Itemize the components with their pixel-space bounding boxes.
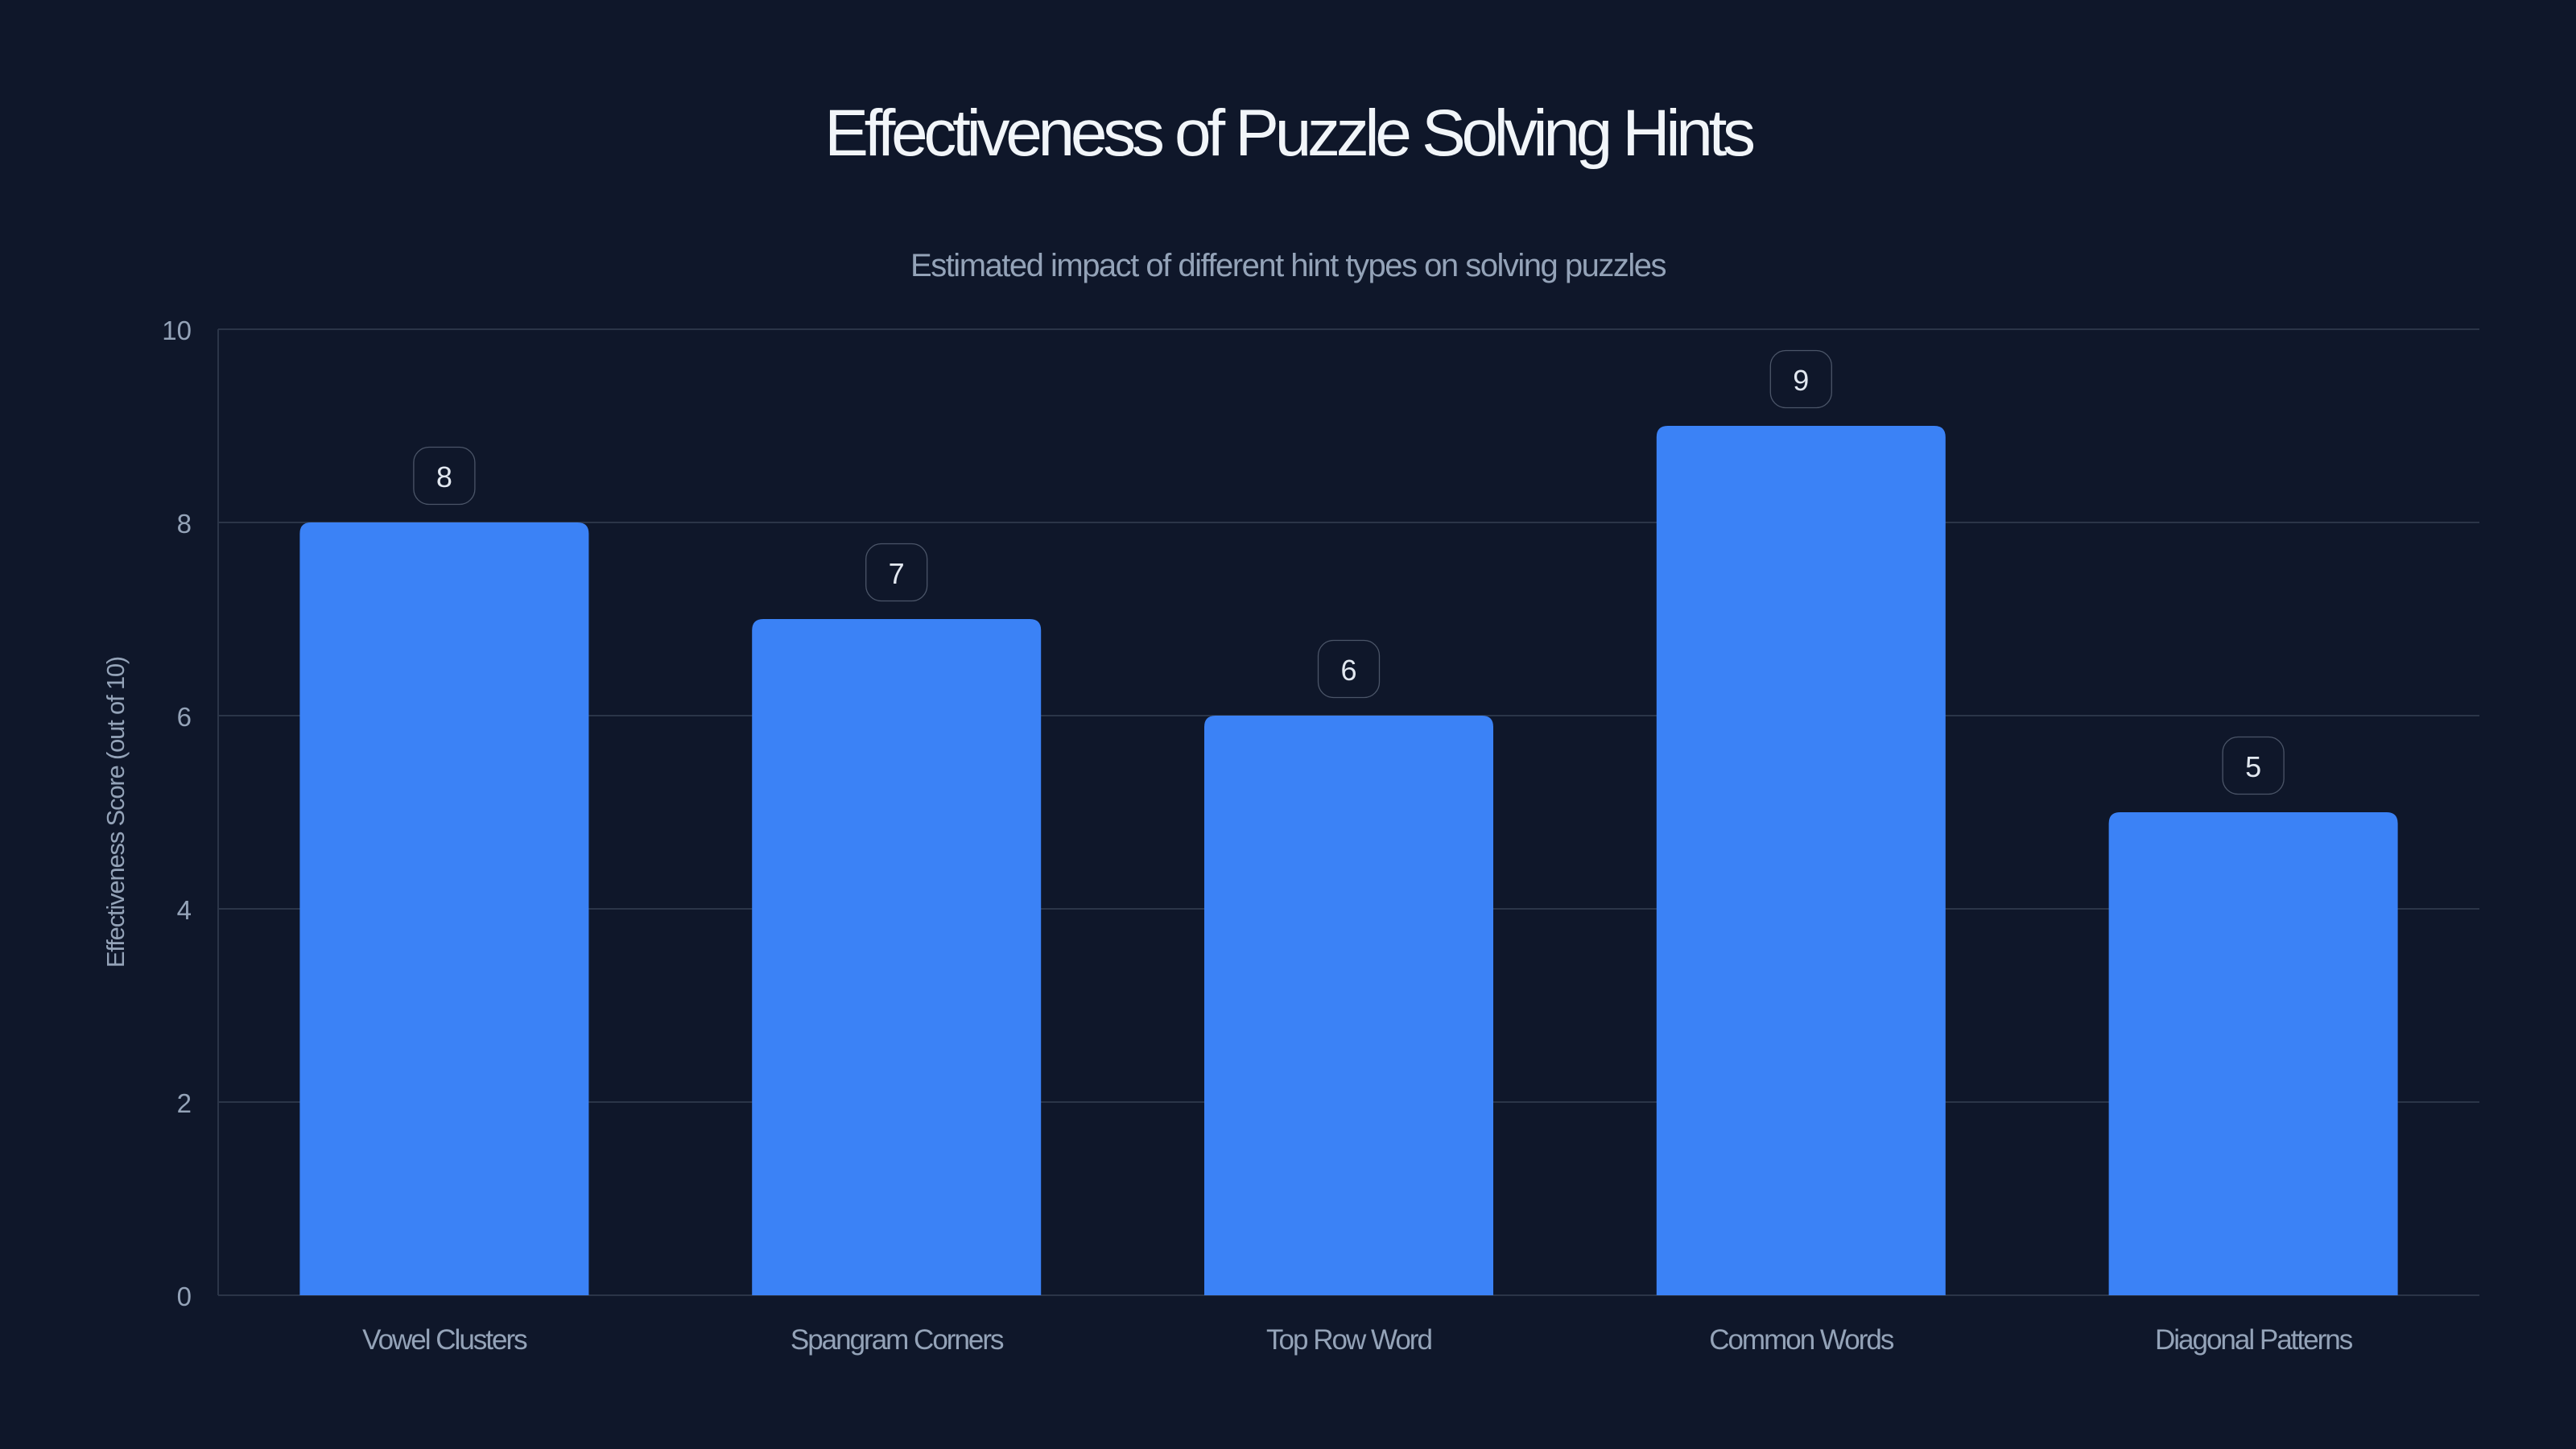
svg-text:9: 9 [1793,364,1809,397]
svg-text:4: 4 [177,895,192,925]
svg-text:Top Row Word: Top Row Word [1266,1324,1431,1356]
svg-text:Vowel Clusters: Vowel Clusters [362,1324,527,1356]
svg-text:0: 0 [177,1282,192,1311]
svg-text:8: 8 [436,460,452,493]
svg-text:Spangram Corners: Spangram Corners [791,1324,1004,1356]
svg-text:6: 6 [1340,654,1356,687]
svg-text:Diagonal Patterns: Diagonal Patterns [2155,1324,2353,1356]
svg-text:7: 7 [889,557,905,590]
svg-text:Common Words: Common Words [1709,1324,1894,1356]
svg-text:5: 5 [2245,750,2261,783]
svg-text:Effectiveness Score (out of 10: Effectiveness Score (out of 10) [101,657,130,968]
svg-text:2: 2 [177,1088,192,1118]
svg-text:8: 8 [177,509,192,539]
svg-text:10: 10 [162,316,192,345]
svg-text:6: 6 [177,702,192,732]
